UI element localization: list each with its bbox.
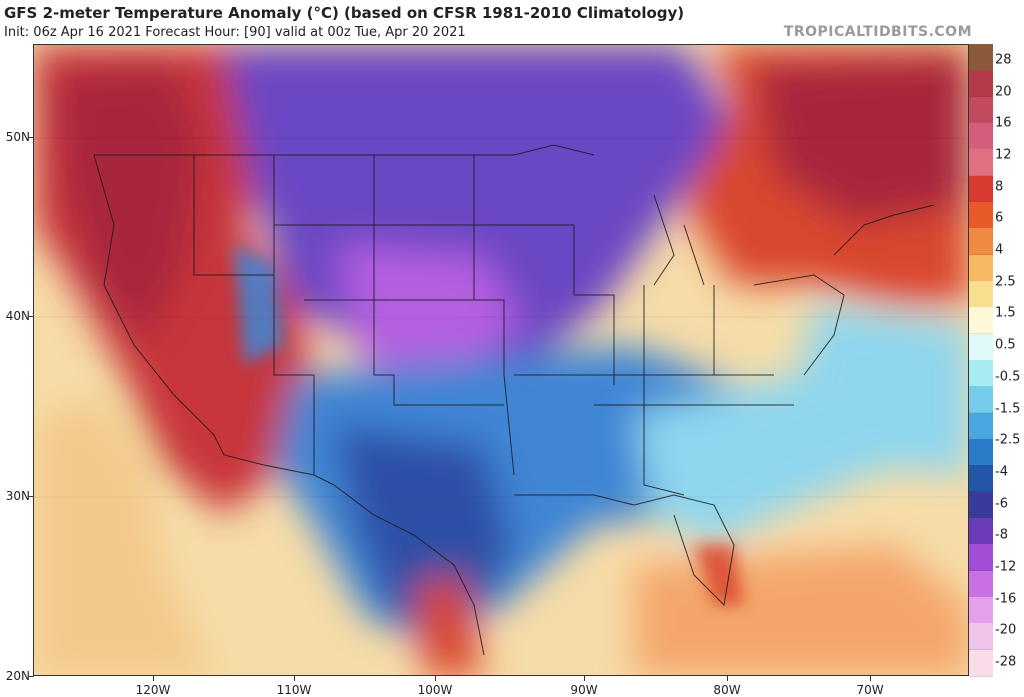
lon-tick-90w bbox=[584, 676, 585, 681]
colorbar-cell bbox=[969, 623, 993, 651]
colorbar-cell bbox=[969, 281, 993, 308]
lon-tick-70w bbox=[870, 676, 871, 681]
colorbar-label: -6 bbox=[995, 496, 1008, 512]
caribbean-warm-region bbox=[634, 545, 968, 675]
colorbar-cell bbox=[969, 570, 993, 598]
lat-label-40n: 40N bbox=[5, 309, 30, 323]
colorbar-label: -2.5 bbox=[995, 432, 1021, 448]
colorbar-cell bbox=[969, 649, 993, 677]
colorbar-label: -16 bbox=[995, 591, 1017, 607]
forecast-info: Init: 06z Apr 16 2021 Forecast Hour: [90… bbox=[4, 25, 466, 40]
colorbar-label: -12 bbox=[995, 559, 1017, 575]
colorbar bbox=[969, 44, 993, 677]
pacific-cool-region bbox=[34, 395, 214, 675]
colorbar-cell bbox=[969, 491, 993, 519]
colorbar-cell bbox=[969, 70, 993, 98]
colorbar-label: -4 bbox=[995, 464, 1008, 480]
colorbar-label: 1.5 bbox=[995, 305, 1016, 321]
graticule bbox=[34, 137, 968, 498]
canada-east-hot-core bbox=[754, 55, 968, 225]
colorbar-label: -1.5 bbox=[995, 401, 1021, 417]
lon-label-80w: 80W bbox=[713, 683, 741, 697]
lat-tick-40n bbox=[29, 316, 34, 317]
northwest-hot-core bbox=[54, 65, 204, 345]
political-borders bbox=[93, 144, 935, 656]
plains-very-cold-core bbox=[334, 245, 524, 375]
colorbar-cell bbox=[969, 439, 993, 466]
colorbar-label: 6 bbox=[995, 210, 1004, 226]
lat-tick-50n bbox=[29, 137, 34, 138]
colorbar-label: -20 bbox=[995, 622, 1017, 638]
lat-tick-30n bbox=[29, 496, 34, 497]
colorbar-cell bbox=[969, 360, 993, 387]
colorbar-cell bbox=[969, 465, 993, 493]
colorbar-cell bbox=[969, 228, 993, 256]
colorbar-label: -28 bbox=[995, 654, 1017, 670]
colorbar-cell bbox=[969, 96, 993, 124]
colorbar-cell bbox=[969, 307, 993, 335]
page-title: GFS 2-meter Temperature Anomaly (°C) (ba… bbox=[4, 4, 685, 22]
colorbar-label: 12 bbox=[995, 147, 1012, 163]
lon-label-120w: 120W bbox=[135, 683, 171, 697]
lon-tick-100w bbox=[435, 676, 436, 681]
colorbar-label: 8 bbox=[995, 179, 1004, 195]
colorbar-cell bbox=[969, 333, 993, 361]
colorbar-label: -8 bbox=[995, 527, 1008, 543]
mexico-warm-region bbox=[414, 575, 484, 675]
colorbar-label: 16 bbox=[995, 115, 1012, 131]
colorbar-cell bbox=[969, 518, 993, 545]
lon-tick-80w bbox=[727, 676, 728, 681]
colorbar-cell bbox=[969, 149, 993, 177]
colorbar-cell bbox=[969, 202, 993, 229]
lon-label-110w: 110W bbox=[276, 683, 312, 697]
colorbar-cell bbox=[969, 254, 993, 282]
lon-tick-110w bbox=[294, 676, 295, 681]
colorbar-cell bbox=[969, 597, 993, 624]
colorbar-label: -0.5 bbox=[995, 369, 1021, 385]
lon-label-70w: 70W bbox=[856, 683, 884, 697]
colorbar-cell bbox=[969, 175, 993, 203]
colorbar-label: 20 bbox=[995, 84, 1012, 100]
texas-cold-region bbox=[334, 425, 514, 645]
lat-tick-20n bbox=[29, 676, 34, 677]
colorbar-label: 28 bbox=[995, 52, 1012, 68]
lon-tick-120w bbox=[153, 676, 154, 681]
colorbar-label: 4 bbox=[995, 242, 1004, 258]
lon-label-100w: 100W bbox=[417, 683, 453, 697]
colorbar-cell bbox=[969, 44, 993, 71]
colorbar-cell bbox=[969, 412, 993, 440]
lon-label-90w: 90W bbox=[570, 683, 598, 697]
colorbar-label: 2.5 bbox=[995, 274, 1016, 290]
atlantic-cool-region bbox=[794, 305, 968, 475]
lat-label-50n: 50N bbox=[5, 130, 30, 144]
colorbar-cell bbox=[969, 386, 993, 414]
colorbar-cell bbox=[969, 123, 993, 150]
colorbar-label: 0.5 bbox=[995, 337, 1016, 353]
lat-label-20n: 20N bbox=[5, 669, 30, 683]
anomaly-map bbox=[33, 44, 969, 676]
colorbar-cell bbox=[969, 544, 993, 572]
site-watermark: TROPICALTIDBITS.COM bbox=[783, 24, 972, 40]
lat-label-30n: 30N bbox=[5, 489, 30, 503]
